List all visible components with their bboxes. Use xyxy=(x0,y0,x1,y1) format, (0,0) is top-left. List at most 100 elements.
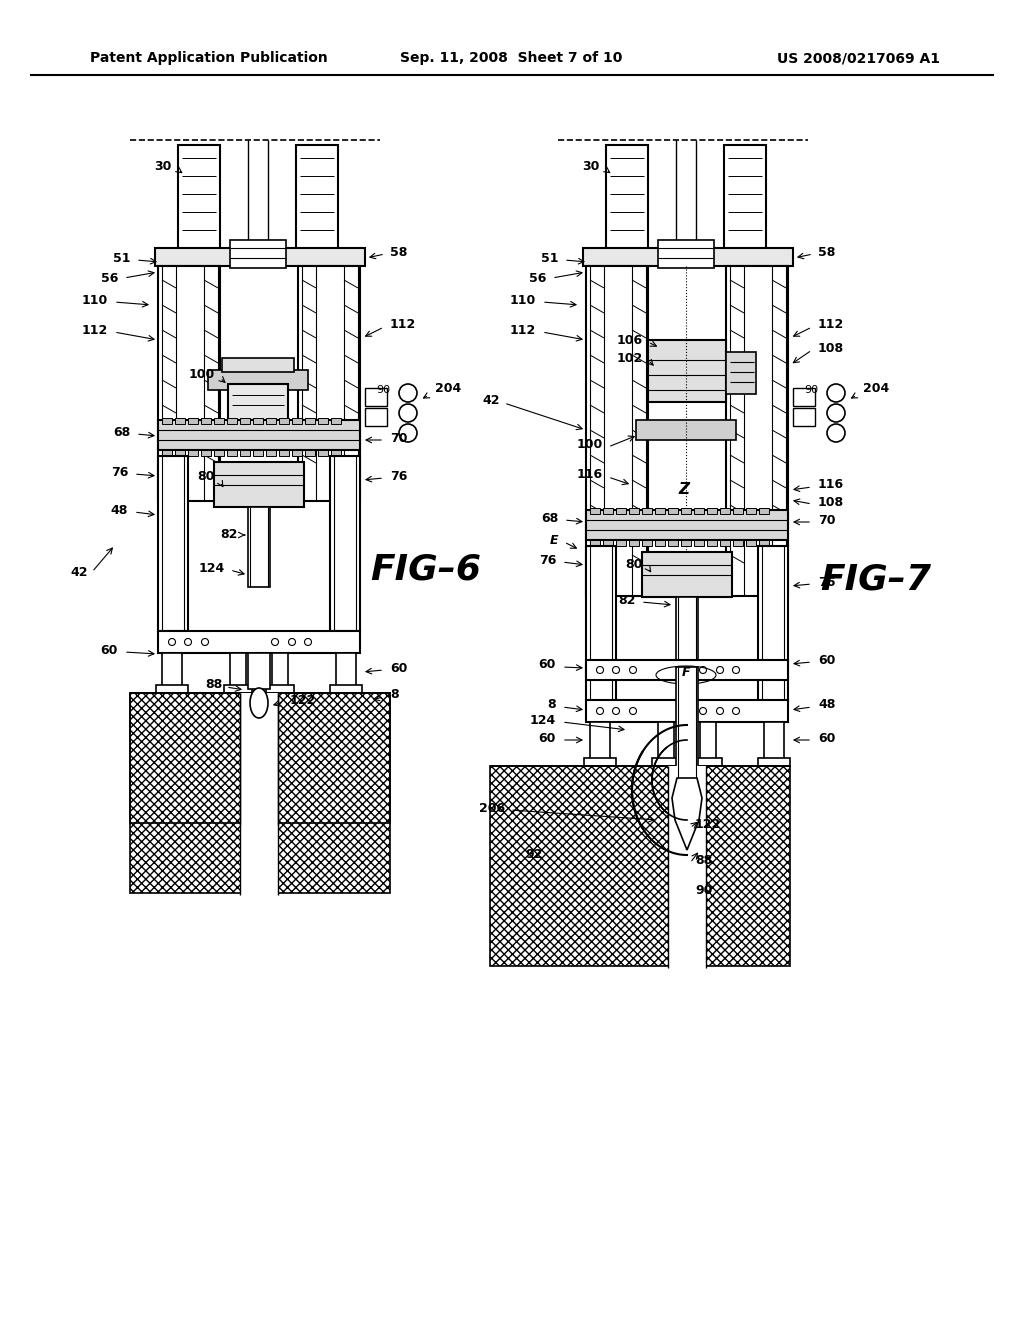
Bar xyxy=(636,420,736,440)
Text: E: E xyxy=(550,533,558,546)
Text: Patent Application Publication: Patent Application Publication xyxy=(90,51,328,65)
Text: 116: 116 xyxy=(818,479,844,491)
Bar xyxy=(227,450,237,455)
Bar xyxy=(681,540,691,546)
Circle shape xyxy=(827,424,845,442)
Bar xyxy=(240,693,278,895)
Bar xyxy=(586,267,648,597)
Text: FIG–7: FIG–7 xyxy=(820,564,931,597)
Text: 70: 70 xyxy=(390,432,408,445)
Bar xyxy=(668,540,678,546)
Bar xyxy=(648,341,726,403)
Bar xyxy=(279,450,289,455)
Text: 108: 108 xyxy=(818,495,844,508)
Text: 204: 204 xyxy=(863,381,889,395)
Text: 124: 124 xyxy=(529,714,556,726)
Text: 56: 56 xyxy=(100,272,118,285)
Bar xyxy=(266,418,276,424)
Bar xyxy=(793,408,815,426)
Text: 88: 88 xyxy=(205,678,222,692)
Bar xyxy=(642,552,732,597)
Circle shape xyxy=(202,639,209,645)
Circle shape xyxy=(699,667,707,673)
Bar xyxy=(331,418,341,424)
Bar xyxy=(668,508,678,513)
Text: 58: 58 xyxy=(818,246,836,259)
Bar xyxy=(230,240,286,268)
Bar xyxy=(616,508,626,513)
Bar xyxy=(240,418,250,424)
Bar xyxy=(156,685,188,693)
Bar xyxy=(759,508,769,513)
Bar xyxy=(188,450,198,455)
Bar xyxy=(296,145,338,249)
Circle shape xyxy=(169,639,175,645)
Bar xyxy=(230,653,246,688)
Bar xyxy=(331,450,341,455)
Bar xyxy=(724,145,766,249)
Bar xyxy=(248,507,270,587)
Bar xyxy=(733,540,743,546)
Bar xyxy=(318,450,328,455)
Bar xyxy=(490,766,790,966)
Bar xyxy=(365,408,387,426)
Ellipse shape xyxy=(250,688,268,718)
Text: 30: 30 xyxy=(155,161,172,173)
Text: Z: Z xyxy=(679,483,689,498)
Bar xyxy=(188,418,198,424)
Text: 82: 82 xyxy=(220,528,238,541)
Bar xyxy=(227,418,237,424)
Bar xyxy=(330,455,360,631)
Bar xyxy=(162,418,172,424)
Text: 70: 70 xyxy=(818,513,836,527)
Text: 122: 122 xyxy=(290,693,316,706)
Bar xyxy=(318,418,328,424)
Text: Sep. 11, 2008  Sheet 7 of 10: Sep. 11, 2008 Sheet 7 of 10 xyxy=(400,51,623,65)
Circle shape xyxy=(827,404,845,422)
Bar xyxy=(158,420,360,450)
Text: 124: 124 xyxy=(199,561,225,574)
Text: 30: 30 xyxy=(583,161,600,173)
Circle shape xyxy=(289,639,296,645)
Text: 76: 76 xyxy=(818,576,836,589)
Bar xyxy=(694,758,722,766)
Bar xyxy=(694,540,705,546)
Bar xyxy=(130,693,390,894)
Text: 204: 204 xyxy=(435,381,461,395)
Text: 8: 8 xyxy=(548,698,556,711)
Bar xyxy=(130,693,390,822)
Circle shape xyxy=(732,708,739,714)
Bar xyxy=(292,450,302,455)
Bar xyxy=(655,508,665,513)
Circle shape xyxy=(612,667,620,673)
Bar xyxy=(616,540,626,546)
Bar xyxy=(707,508,717,513)
Bar xyxy=(658,722,674,760)
Text: 48: 48 xyxy=(111,503,128,516)
Bar xyxy=(746,508,756,513)
Text: 102: 102 xyxy=(616,351,643,364)
Bar xyxy=(758,758,790,766)
Bar xyxy=(655,540,665,546)
Bar xyxy=(726,352,756,393)
Text: 88: 88 xyxy=(695,854,713,866)
Circle shape xyxy=(597,667,603,673)
Bar xyxy=(746,540,756,546)
Bar xyxy=(240,693,278,825)
Bar xyxy=(676,597,698,667)
Text: 76: 76 xyxy=(539,553,556,566)
Bar xyxy=(158,631,360,653)
Bar xyxy=(272,653,288,688)
Bar xyxy=(228,384,288,422)
Text: 112: 112 xyxy=(510,323,536,337)
Bar xyxy=(175,418,185,424)
Bar xyxy=(266,685,294,693)
Bar xyxy=(793,388,815,407)
Bar xyxy=(175,450,185,455)
Bar xyxy=(253,450,263,455)
Text: 90: 90 xyxy=(695,883,713,896)
Bar xyxy=(583,248,793,267)
Text: 51: 51 xyxy=(541,252,558,264)
Bar xyxy=(758,546,788,701)
Polygon shape xyxy=(672,777,702,850)
